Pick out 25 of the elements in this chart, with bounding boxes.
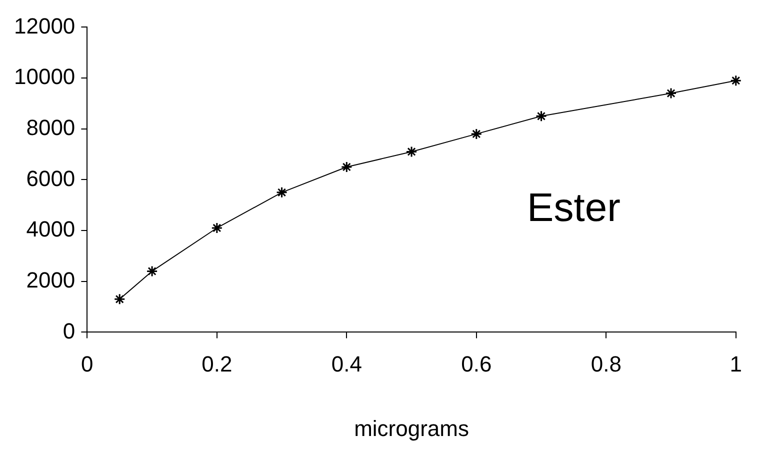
point xyxy=(730,74,742,86)
point xyxy=(470,128,482,140)
annotation: Ester xyxy=(527,186,620,230)
x-tick-label: 0.2 xyxy=(202,351,232,376)
x-tick-label: 0.8 xyxy=(590,351,622,376)
point xyxy=(340,161,352,173)
x-axis-title: micrograms xyxy=(354,416,469,441)
point xyxy=(406,146,418,158)
x-tick-label: 0.4 xyxy=(331,351,362,376)
point xyxy=(536,110,548,122)
x-tick-label: 0.6 xyxy=(461,351,492,376)
y-tick-label: 0 xyxy=(62,318,76,344)
x-tick-label: 1 xyxy=(730,351,742,376)
point xyxy=(146,265,158,277)
y-tick-label: 8000 xyxy=(26,114,76,140)
point xyxy=(114,293,126,305)
y-tick-label: 4000 xyxy=(26,216,76,242)
y-tick-label: 2000 xyxy=(26,267,76,292)
x-tick-label: 0 xyxy=(81,351,94,376)
y-tick-label: 6000 xyxy=(26,166,76,191)
point xyxy=(665,88,677,100)
y-tick-label: 10000 xyxy=(14,64,76,90)
y-tick-label: 12000 xyxy=(14,13,76,38)
point xyxy=(276,186,288,198)
point xyxy=(211,222,223,234)
